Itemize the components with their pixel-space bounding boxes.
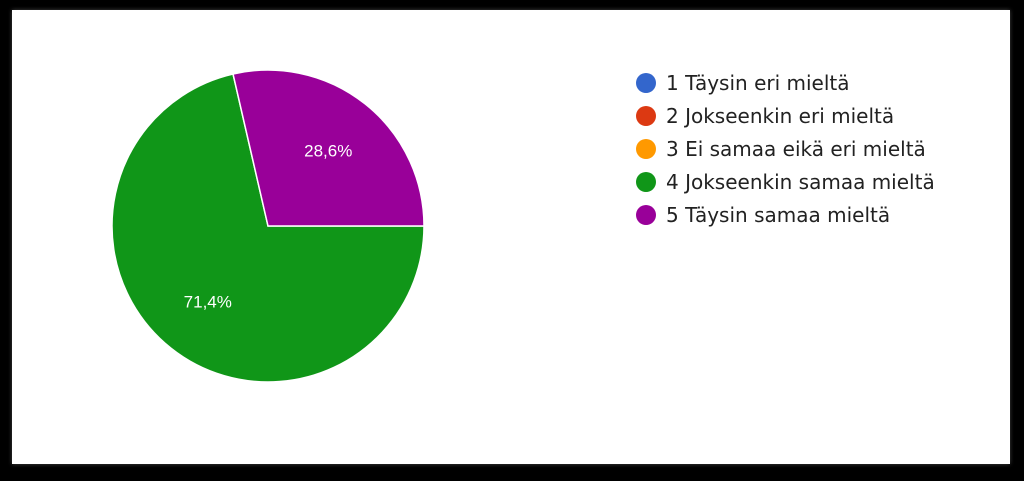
pie-slice-5 <box>232 69 425 227</box>
slice-label-5: 28,6% <box>304 141 352 160</box>
legend-dot-icon <box>636 72 656 93</box>
legend-item-4: 4 Jokseenkin samaa mieltä <box>636 165 935 198</box>
legend-dot-icon <box>636 105 656 126</box>
legend-label: 1 Täysin eri mieltä <box>666 70 850 95</box>
legend-item-2: 2 Jokseenkin eri mieltä <box>636 99 935 132</box>
chart-frame: 71,4% 28,6% 1 Täysin eri mieltä 2 Jokseenk… <box>12 10 1010 464</box>
legend-item-5: 5 Täysin samaa mieltä <box>636 198 935 231</box>
legend-label: 2 Jokseenkin eri mieltä <box>666 103 895 128</box>
legend-item-3: 3 Ei samaa eikä eri mieltä <box>636 132 935 165</box>
legend-label: 5 Täysin samaa mieltä <box>666 202 891 227</box>
legend-dot-icon <box>636 138 656 159</box>
legend-dot-icon <box>636 204 656 225</box>
slice-label-4: 71,4% <box>184 293 232 312</box>
legend: 1 Täysin eri mieltä 2 Jokseenkin eri miel… <box>636 66 935 231</box>
pie-chart: 71,4% 28,6% <box>111 69 425 383</box>
legend-label: 4 Jokseenkin samaa mieltä <box>666 169 935 194</box>
pie-slices <box>111 69 425 383</box>
legend-label: 3 Ei samaa eikä eri mieltä <box>666 136 926 161</box>
legend-item-1: 1 Täysin eri mieltä <box>636 66 935 99</box>
legend-dot-icon <box>636 171 656 192</box>
pie-slice-4 <box>111 73 425 383</box>
pie-data-labels: 71,4% 28,6% <box>184 141 353 311</box>
